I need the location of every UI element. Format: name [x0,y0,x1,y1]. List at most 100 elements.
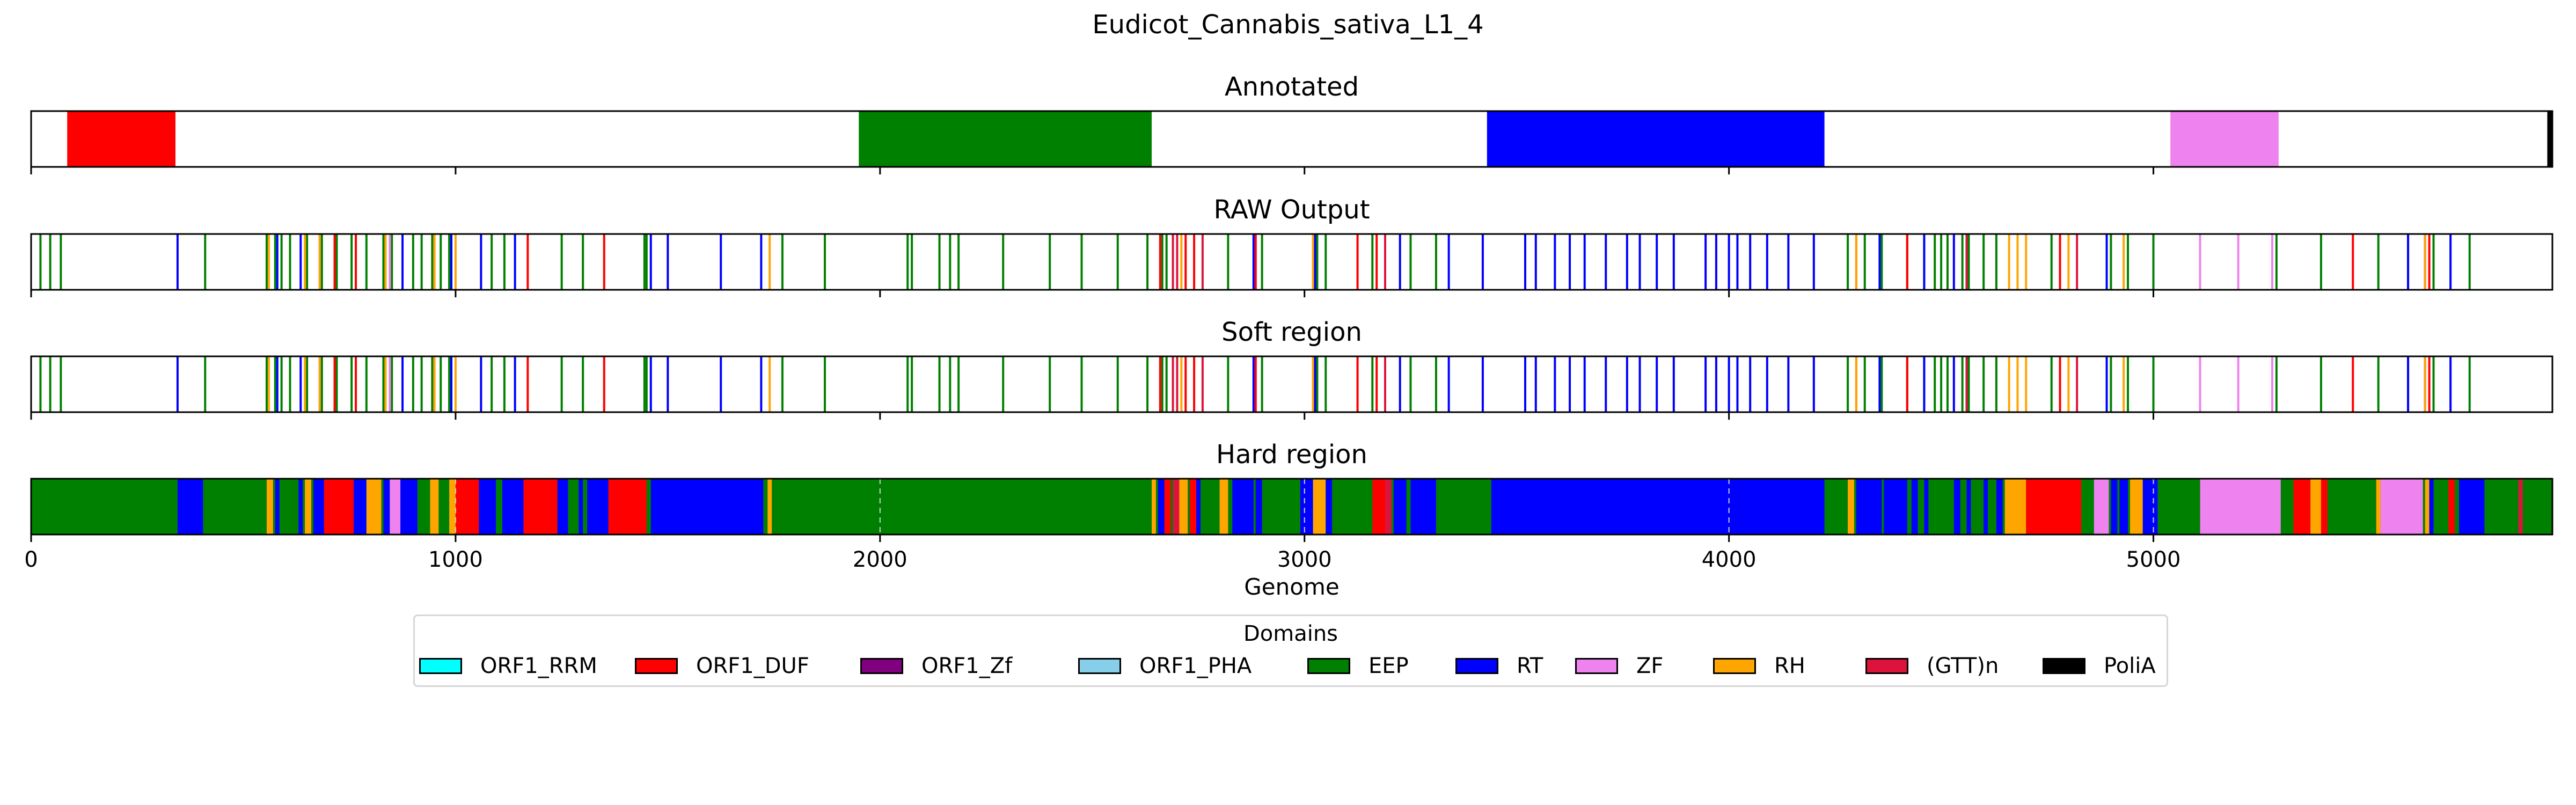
x-tick-label: 4000 [1702,547,1757,572]
segment-RH [2004,479,2026,535]
segment-ORF1_DUF [2293,479,2311,535]
legend-item: ORF1_Zf [860,654,1012,678]
legend-item: ZF [1575,654,1663,678]
segment-RH [767,479,772,535]
legend-swatch [2043,658,2085,674]
chart-area: Annotated RAW Output Soft region Hard regio… [24,72,2553,600]
x-tick-label: 0 [24,547,38,572]
segment-(GTT)n [1173,479,1180,535]
legend-swatch [1865,658,1908,674]
segment-RT [1393,479,1407,535]
segment-RT [1487,111,1825,167]
x-tick-label: 3000 [1277,547,1332,572]
x-tick-label: 1000 [428,547,483,572]
segment-ORF1_DUF [608,479,647,535]
legend-item: RT [1455,654,1543,678]
legend-swatch [635,658,678,674]
segment-RT [313,479,324,535]
segment-RH [2130,479,2143,535]
legend-item: ORF1_RRM [419,654,597,678]
segment-RT [1255,479,1262,535]
legend-label: (GTT)n [1927,654,1999,678]
legend-item: ORF1_PHA [1078,654,1252,678]
panel-soft-region: Soft region [30,317,2553,420]
segment-ORF1_DUF [2026,479,2082,535]
segment-ZF [2380,479,2423,535]
segment-RH [1848,479,1854,535]
segment-RT [298,479,303,535]
legend-item: RH [1713,654,1805,678]
segment-ZF [2170,111,2279,167]
panel-frame [30,233,2553,291]
segment-(GTT)n [2518,479,2523,535]
figure-title: Eudicot_Cannabis_sativa_L1_4 [1092,10,1484,40]
legend-label: ORF1_RRM [480,654,597,678]
panel-frame [30,478,2553,536]
segment-RH [305,479,311,535]
legend-label: PoliA [2104,654,2156,678]
segment-ORF1_DUF [455,479,479,535]
panel-title: Hard region [1216,440,1367,470]
segment-RH [1152,479,1156,535]
panel-title: RAW Output [1213,195,1370,225]
x-tick-label: 5000 [2126,547,2181,572]
legend: Domains ORF1_RRM ORF1_DUF ORF1_Zf ORF1_PHA E… [413,614,2168,687]
segment-RH [2425,479,2429,535]
panel-annotated: Annotated [30,72,2553,174]
legend-swatch [1078,658,1121,674]
segment-RT [1158,479,1165,535]
segment-RH [1313,479,1326,535]
legend-label: EEP [1368,654,1409,678]
panel-frame [30,355,2553,413]
panel-hard-region: Hard region 0 1000 2000 3000 4000 5000 Genome [24,440,2553,600]
segment-RT [1300,479,1313,535]
segment-RT [1984,479,1988,535]
segment-RT [354,479,367,535]
panel-title: Annotated [1225,72,1359,102]
segment-RH [266,479,273,535]
segment-RT [1953,479,1960,535]
segment-RT [479,479,496,535]
segment-RT [587,479,609,535]
segment-RH [2310,479,2321,535]
segment-(GTT)n [1385,479,1392,535]
segment-ZF [2200,479,2281,535]
legend-swatch [1713,658,1756,674]
legend-label: ORF1_PHA [1139,654,1252,678]
segment-ORF1_DUF [324,479,354,535]
segment-ORF1_DUF [1190,479,1197,535]
segment-ORF1_DUF [1164,479,1171,535]
segment-RT [2119,479,2128,535]
segment-RH [366,479,382,535]
segment-RT [1232,479,1254,535]
legend-title: Domains [1243,621,1338,646]
legend-swatch [860,658,903,674]
segment-ORF1_DUF [1372,479,1385,535]
legend-item: EEP [1307,654,1409,678]
segment-RT [1996,479,2003,535]
segment-RT [177,479,203,535]
legend-label: ORF1_Zf [921,654,1013,678]
legend-label: ORF1_DUF [696,654,809,678]
segment-RT [1911,479,1918,535]
segment-RT [1196,479,1201,535]
segment-RH [1219,479,1228,535]
segment-RT [383,479,390,535]
segment-RT [1326,479,1333,535]
segment-RT [2111,479,2118,535]
segment-RH [2376,479,2381,535]
legend-label: ZF [1636,654,1664,678]
segment-EEP [859,111,1152,167]
x-tick-label: 2000 [853,547,908,572]
segment-ORF1_DUF [523,479,558,535]
legend-label: RT [1517,654,1543,678]
segment-RT [275,479,280,535]
segment-RT [1856,479,1882,535]
segment-RH [1179,479,1188,535]
segment-ZF [390,479,401,535]
segment-RT [1966,479,1971,535]
segment-ORF1_DUF [2448,479,2455,535]
panel-raw-output: RAW Output [30,195,2553,297]
panel-title: Soft region [1221,317,1362,347]
